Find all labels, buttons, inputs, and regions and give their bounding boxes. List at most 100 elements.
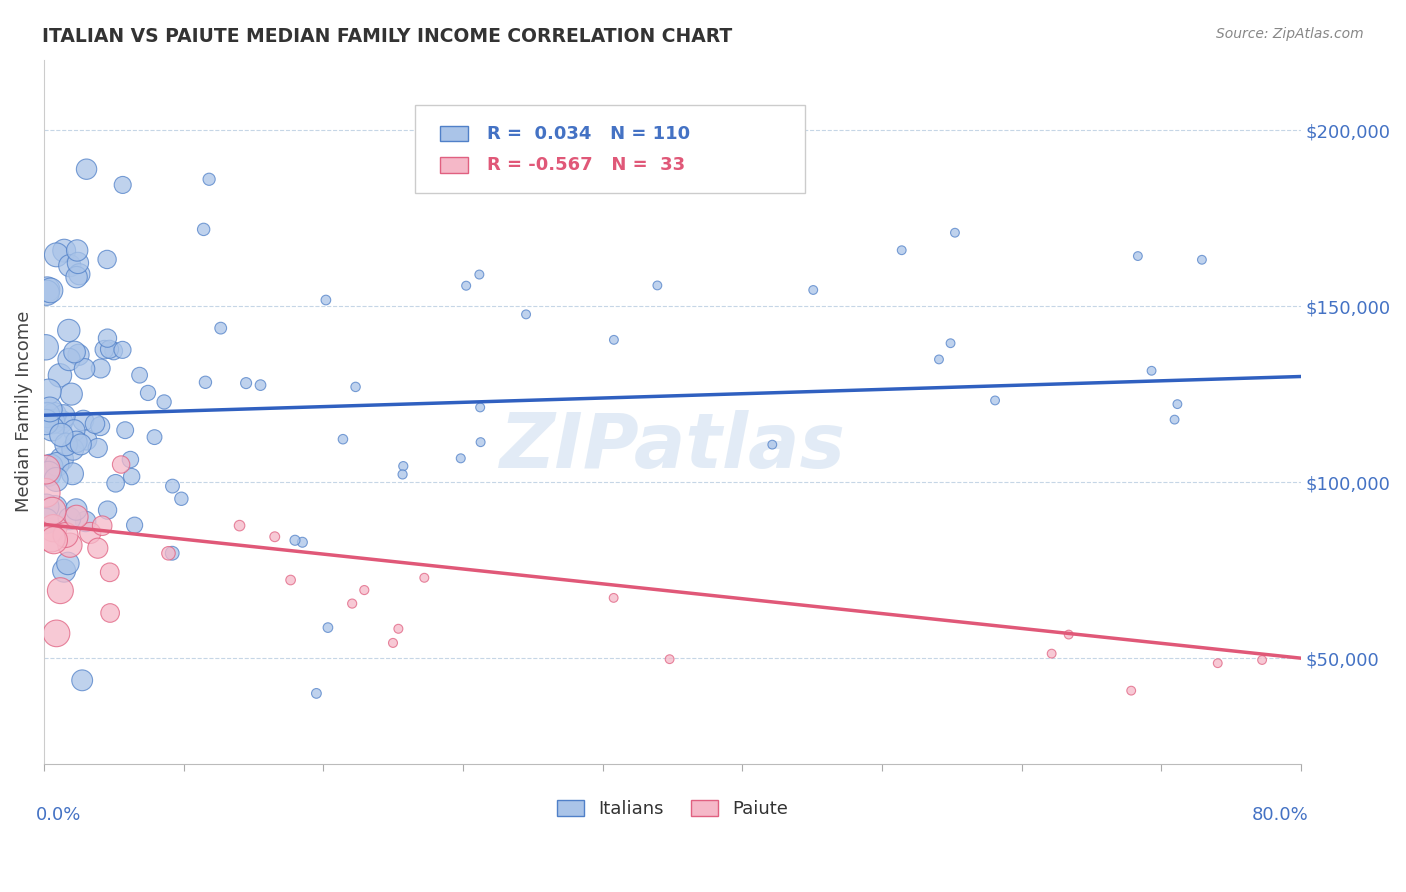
- Point: [114, 423, 136, 437]
- Point: [658, 652, 681, 666]
- Point: [391, 467, 413, 482]
- Point: [470, 401, 492, 415]
- Point: [121, 469, 143, 483]
- Text: ITALIAN VS PAIUTE MEDIAN FAMILY INCOME CORRELATION CHART: ITALIAN VS PAIUTE MEDIAN FAMILY INCOME C…: [42, 27, 733, 45]
- Point: [111, 343, 134, 357]
- Point: [235, 376, 257, 390]
- Point: [263, 530, 285, 544]
- Point: [198, 172, 221, 186]
- Point: [59, 538, 82, 552]
- Point: [602, 591, 624, 605]
- Point: [1140, 364, 1163, 378]
- Point: [1057, 627, 1080, 641]
- Point: [90, 361, 112, 376]
- Point: [98, 606, 121, 620]
- Point: [332, 432, 354, 446]
- Point: [67, 267, 90, 281]
- Point: [96, 331, 118, 345]
- Point: [280, 573, 302, 587]
- Point: [316, 621, 339, 635]
- Point: [761, 437, 783, 451]
- Point: [65, 509, 87, 524]
- Point: [44, 408, 66, 422]
- Point: [37, 282, 59, 296]
- Point: [59, 511, 82, 525]
- Point: [984, 393, 1007, 408]
- Point: [103, 343, 125, 358]
- Point: [305, 686, 328, 700]
- Point: [1121, 683, 1143, 698]
- Point: [67, 348, 90, 362]
- Point: [66, 256, 89, 270]
- Point: [160, 546, 183, 560]
- Point: [69, 437, 91, 451]
- Point: [49, 583, 72, 598]
- Point: [87, 541, 110, 556]
- Point: [34, 486, 56, 500]
- Point: [55, 528, 77, 542]
- Point: [153, 395, 176, 409]
- Point: [34, 462, 56, 476]
- Point: [468, 268, 491, 282]
- Point: [392, 459, 415, 474]
- Point: [35, 500, 58, 514]
- Point: [58, 324, 80, 338]
- Point: [450, 451, 472, 466]
- Legend: Italians, Paiute: Italians, Paiute: [550, 792, 796, 825]
- Point: [104, 476, 127, 491]
- Text: ZIPatlas: ZIPatlas: [499, 410, 845, 484]
- Point: [49, 368, 72, 383]
- Point: [890, 244, 912, 258]
- Point: [98, 566, 121, 580]
- Point: [128, 368, 150, 383]
- Point: [42, 533, 65, 548]
- Point: [96, 503, 118, 517]
- Point: [53, 244, 76, 258]
- Point: [65, 502, 87, 516]
- Point: [38, 402, 60, 417]
- Point: [41, 531, 63, 545]
- Point: [38, 467, 60, 481]
- Point: [51, 452, 73, 467]
- Point: [456, 278, 478, 293]
- Point: [65, 270, 87, 285]
- Point: [209, 321, 232, 335]
- Point: [943, 226, 966, 240]
- Point: [60, 387, 83, 401]
- Point: [801, 283, 824, 297]
- Text: R = -0.567   N =  33: R = -0.567 N = 33: [486, 156, 685, 174]
- Point: [120, 452, 142, 467]
- Point: [1163, 412, 1185, 426]
- Point: [344, 380, 367, 394]
- Point: [49, 415, 72, 429]
- Point: [76, 162, 98, 177]
- Point: [515, 307, 537, 321]
- Point: [170, 491, 193, 506]
- Point: [111, 178, 134, 192]
- Point: [157, 546, 180, 560]
- Point: [66, 244, 89, 258]
- Point: [79, 525, 101, 540]
- Point: [1191, 252, 1213, 267]
- Point: [939, 336, 962, 351]
- Point: [1126, 249, 1149, 263]
- Point: [63, 424, 86, 438]
- Point: [928, 352, 950, 367]
- Point: [249, 378, 271, 392]
- Point: [387, 622, 409, 636]
- Point: [44, 500, 66, 515]
- Point: [91, 518, 114, 533]
- Point: [96, 252, 118, 267]
- Point: [1040, 647, 1063, 661]
- Point: [93, 343, 115, 357]
- Point: [52, 409, 75, 424]
- Point: [41, 415, 63, 429]
- Point: [35, 415, 58, 429]
- Point: [75, 515, 97, 529]
- Point: [56, 557, 79, 571]
- Point: [162, 479, 184, 493]
- Point: [1206, 656, 1229, 670]
- Y-axis label: Median Family Income: Median Family Income: [15, 311, 32, 512]
- Point: [45, 473, 67, 487]
- Point: [603, 333, 626, 347]
